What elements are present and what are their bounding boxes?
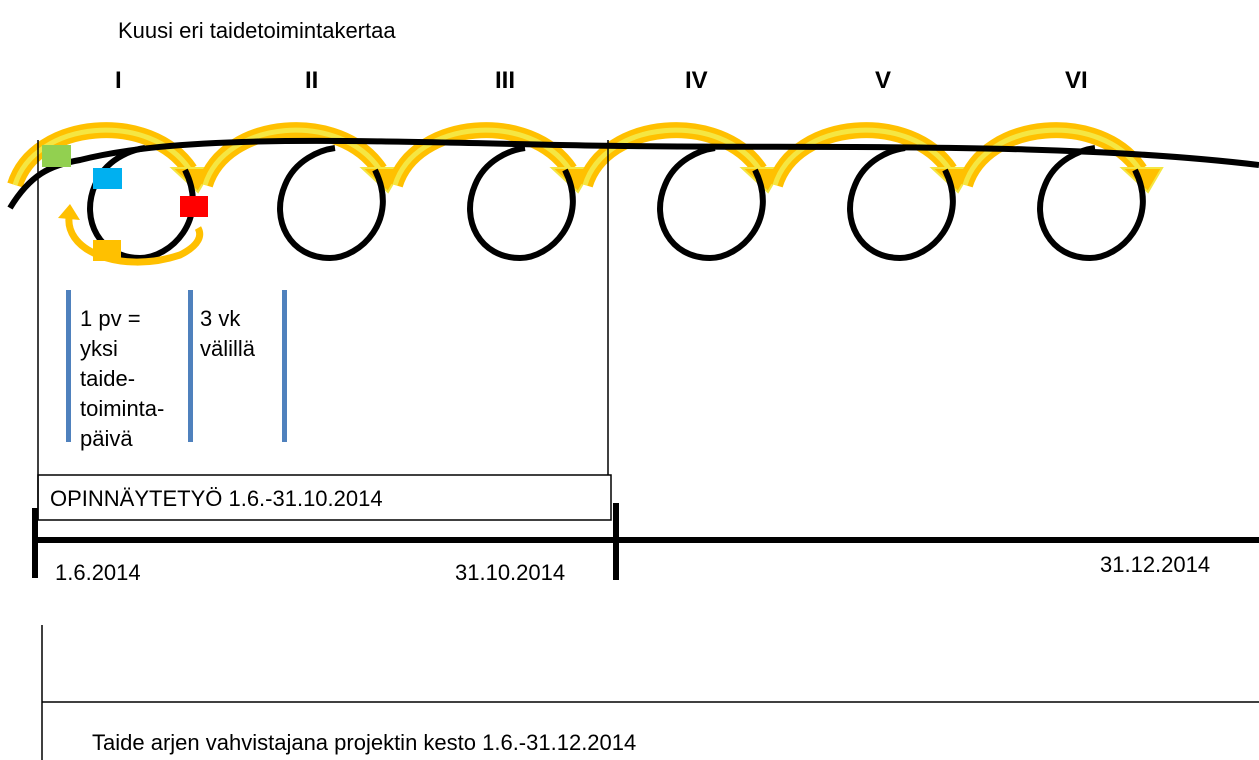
blue-bar xyxy=(66,290,71,442)
loop xyxy=(467,145,576,262)
main-line xyxy=(7,137,1259,210)
blue-square xyxy=(93,168,122,189)
gap-note-line: välillä xyxy=(200,336,256,361)
thesis-box xyxy=(37,474,612,521)
arrow-arc-inner xyxy=(202,127,383,186)
date: 31.10.2014 xyxy=(455,560,565,585)
day-note-line: 1 pv = xyxy=(80,306,141,331)
day-note-line: päivä xyxy=(80,426,133,451)
session-number: I xyxy=(115,67,122,94)
arrow-arc-inner xyxy=(12,127,193,186)
loops xyxy=(7,122,1164,262)
arrow-arc-inner xyxy=(582,127,763,186)
session-number: V xyxy=(875,67,891,94)
arrow-arc-inner xyxy=(392,127,573,186)
small-arrow xyxy=(65,211,204,266)
session-number: IV xyxy=(685,67,708,94)
loop xyxy=(847,145,956,262)
blue-bar xyxy=(188,290,193,442)
blue-bar xyxy=(282,290,287,442)
session-number: VI xyxy=(1065,67,1088,94)
session-number: III xyxy=(495,67,515,94)
day-note: 1 pv = yksi taide-toiminta-päivä xyxy=(80,306,164,451)
day-note-line: toiminta- xyxy=(80,396,164,421)
title: Kuusi eri taidetoimintakertaa xyxy=(118,18,396,43)
day-note-line: taide- xyxy=(80,366,135,391)
gap-note: 3 vk välillä xyxy=(200,306,256,361)
loop xyxy=(657,145,766,262)
session-number: II xyxy=(305,67,318,94)
project-label: Taide arjen vahvistajana projektin kesto… xyxy=(92,730,636,755)
arrow-arc-inner xyxy=(772,127,953,186)
date: 1.6.2014 xyxy=(55,560,141,585)
green-square xyxy=(42,145,71,167)
loop xyxy=(1037,145,1146,262)
loop xyxy=(277,145,386,262)
date: 31.12.2014 xyxy=(1100,552,1210,577)
gap-note-line: 3 vk xyxy=(200,306,241,331)
day-note-line: yksi xyxy=(80,336,118,361)
red-square xyxy=(180,196,208,217)
thesis-label: OPINNÄYTETYÖ 1.6.-31.10.2014 xyxy=(50,486,383,511)
small-arrowhead xyxy=(58,204,80,220)
